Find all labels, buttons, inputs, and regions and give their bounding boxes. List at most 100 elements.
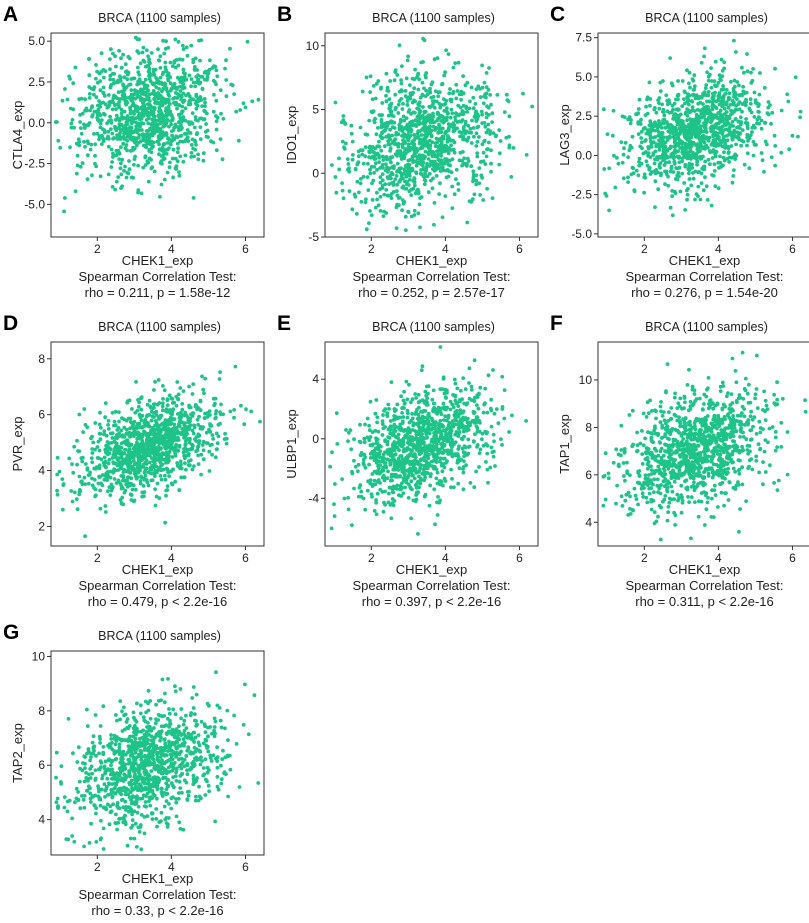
data-point xyxy=(450,111,454,115)
data-point xyxy=(154,504,158,508)
data-point xyxy=(157,378,161,382)
data-point xyxy=(693,198,697,202)
data-point xyxy=(507,430,511,434)
data-point xyxy=(113,477,117,481)
data-point xyxy=(178,424,182,428)
data-point xyxy=(413,392,417,396)
data-point xyxy=(225,442,229,446)
data-point xyxy=(448,87,452,91)
data-point xyxy=(368,209,372,213)
data-point xyxy=(168,418,172,422)
data-point xyxy=(80,132,84,136)
data-point xyxy=(388,79,392,83)
data-point xyxy=(155,495,159,499)
data-point xyxy=(84,462,88,466)
data-point xyxy=(706,146,710,150)
data-point xyxy=(504,136,508,140)
data-point xyxy=(492,433,496,437)
data-point xyxy=(149,158,153,162)
data-point xyxy=(384,211,388,215)
data-point xyxy=(159,81,163,85)
data-point xyxy=(164,494,168,498)
data-point xyxy=(196,153,200,157)
data-point xyxy=(695,95,699,99)
data-point xyxy=(189,458,193,462)
data-point xyxy=(731,124,735,128)
data-point xyxy=(745,144,749,148)
data-point xyxy=(95,70,99,74)
data-point xyxy=(701,102,705,106)
data-point xyxy=(471,179,475,183)
data-point xyxy=(454,177,458,181)
data-point xyxy=(161,39,165,43)
data-point xyxy=(706,198,710,202)
data-point xyxy=(765,143,769,147)
data-point xyxy=(408,149,412,153)
data-point xyxy=(347,162,351,166)
data-point xyxy=(446,137,450,141)
x-tick-label: 6 xyxy=(789,242,796,256)
data-point xyxy=(638,145,642,149)
data-point xyxy=(142,138,146,142)
data-point xyxy=(761,158,765,162)
stat-test-name: Spearman Correlation Test: xyxy=(625,269,783,284)
data-point xyxy=(127,159,131,163)
data-point xyxy=(453,151,457,155)
data-point xyxy=(246,40,250,44)
data-point xyxy=(439,158,443,162)
data-point xyxy=(96,104,100,108)
data-point xyxy=(55,489,59,493)
data-point xyxy=(87,73,91,77)
data-point xyxy=(395,189,399,193)
y-tick-label: 0.0 xyxy=(28,116,45,130)
data-point xyxy=(221,412,225,416)
data-point xyxy=(391,165,395,169)
data-point xyxy=(147,69,151,73)
data-point xyxy=(525,153,529,157)
data-point xyxy=(142,101,146,105)
data-point xyxy=(205,78,209,82)
data-point xyxy=(202,457,206,461)
data-point xyxy=(165,488,169,492)
data-point xyxy=(55,120,59,124)
data-point xyxy=(147,180,151,184)
data-point xyxy=(72,445,76,449)
data-point xyxy=(129,471,133,475)
data-point xyxy=(427,157,431,161)
data-point xyxy=(141,448,145,452)
data-point xyxy=(489,162,493,166)
data-point xyxy=(443,130,447,134)
data-point xyxy=(111,431,115,435)
data-point xyxy=(725,100,729,104)
data-point xyxy=(191,392,195,396)
data-point xyxy=(113,469,117,473)
data-point xyxy=(98,432,102,436)
data-point xyxy=(192,155,196,159)
data-point xyxy=(178,140,182,144)
data-point xyxy=(635,169,639,173)
data-point xyxy=(659,174,663,178)
data-point xyxy=(171,157,175,161)
data-point xyxy=(330,527,334,531)
data-point xyxy=(182,68,186,72)
data-point xyxy=(375,132,379,136)
data-point xyxy=(108,57,112,61)
data-point xyxy=(110,160,114,164)
data-point xyxy=(380,113,384,117)
data-point xyxy=(73,491,77,495)
data-point xyxy=(372,84,376,88)
data-point xyxy=(692,79,696,83)
data-point xyxy=(757,102,761,106)
data-point xyxy=(380,166,384,170)
data-point xyxy=(452,66,456,70)
data-point xyxy=(153,380,157,384)
data-point xyxy=(195,132,199,136)
data-point xyxy=(159,122,163,126)
data-point xyxy=(102,86,106,90)
data-point xyxy=(190,446,194,450)
data-point xyxy=(622,153,626,157)
data-point xyxy=(461,135,465,139)
data-point xyxy=(401,145,405,149)
data-point xyxy=(154,119,158,123)
data-point xyxy=(686,92,690,96)
